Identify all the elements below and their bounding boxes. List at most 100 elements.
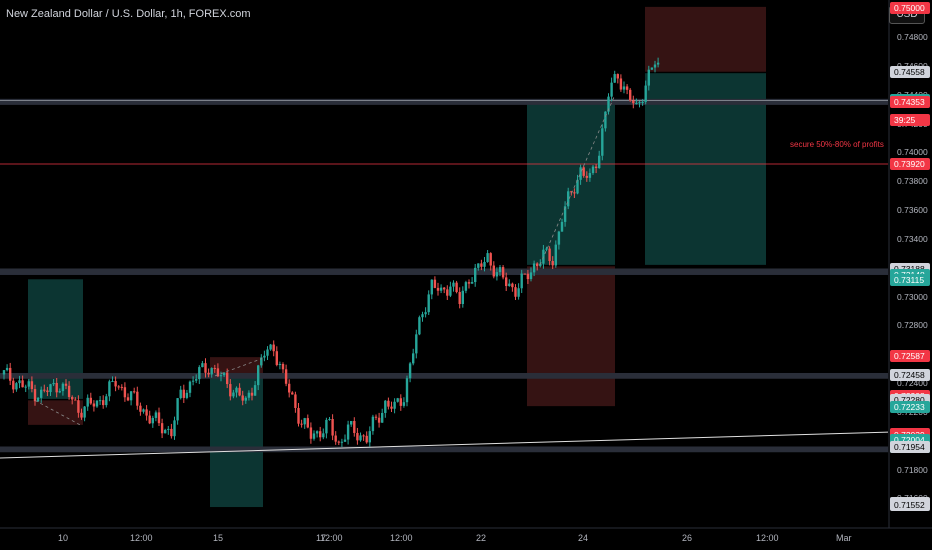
candle-body [151, 417, 154, 424]
trendline [0, 431, 889, 459]
stop-zone [28, 400, 83, 425]
y-tick-label: 0.74600 [897, 61, 928, 71]
candle-body [647, 69, 650, 86]
candle-body [340, 441, 344, 443]
candle-body [207, 372, 210, 375]
candle-body [266, 349, 269, 356]
candle-body [455, 282, 458, 293]
chart-annotation: secure 50%-80% of profits [790, 140, 884, 149]
target-zone [645, 73, 766, 265]
candle-body [244, 397, 247, 401]
x-tick-label: 15 [213, 533, 224, 543]
candle-body [585, 175, 588, 178]
candle-body [49, 384, 52, 393]
stop-zone [527, 266, 615, 407]
candle-body [371, 416, 375, 432]
price-label: 0.72587 [890, 350, 930, 363]
candle-body [567, 191, 570, 207]
price-label: 39:25 [890, 114, 930, 127]
candle-body [576, 179, 579, 194]
candle-body [343, 439, 347, 442]
candle-body [508, 283, 511, 286]
candle-body [312, 433, 316, 439]
candle-body [439, 287, 443, 291]
candle-body [638, 102, 641, 104]
y-tick-label: 0.74000 [897, 147, 928, 158]
candle-body [123, 387, 127, 398]
candle-body [235, 387, 238, 393]
candle-body [284, 369, 288, 384]
sr-zone [0, 372, 888, 379]
projection-line [539, 94, 616, 266]
x-tick-label: 12:00 [130, 533, 153, 543]
y-tick-label: 0.73800 [897, 176, 928, 187]
candle-body [98, 400, 102, 402]
x-tick-label: 17 [316, 533, 327, 543]
candle-body [278, 364, 282, 366]
candle-body [188, 381, 192, 393]
candle-body [201, 363, 204, 368]
candle-body [365, 435, 368, 443]
y-tick-label: 0.74800 [897, 32, 928, 43]
candle-body [247, 392, 251, 398]
candle-body [644, 85, 647, 102]
candle-body [545, 248, 548, 250]
candle-body [526, 273, 530, 280]
candle-body [601, 128, 604, 156]
candle-body [653, 64, 657, 68]
candle-body [67, 385, 71, 397]
candle-body [315, 431, 319, 434]
candle-body [291, 392, 294, 395]
price-label: 0.73115 [890, 274, 930, 287]
candle-body [656, 62, 660, 65]
candle-body [300, 423, 303, 425]
candle-body [523, 273, 526, 275]
sr-zone [0, 446, 888, 453]
candle-body [18, 380, 21, 384]
candle-body [334, 435, 337, 442]
candle-body [5, 367, 9, 371]
candle-body [136, 391, 139, 406]
candle-body [306, 418, 309, 428]
candle-body [495, 272, 499, 277]
candle-body [117, 386, 120, 388]
candle-body [362, 435, 365, 437]
candle-body [24, 386, 27, 388]
candle-body [446, 289, 449, 296]
candle-body [226, 372, 229, 385]
candle-body [145, 409, 148, 416]
candle-body [421, 314, 424, 318]
candle-body [396, 398, 399, 402]
candle-body [288, 383, 291, 393]
candle-body [182, 389, 185, 398]
candle-body [489, 253, 492, 266]
candle-body [219, 375, 223, 377]
y-tick-label: 0.73600 [897, 205, 928, 216]
candle-body [204, 363, 207, 373]
candle-body [164, 429, 167, 434]
candle-body [536, 263, 539, 267]
candle-body [2, 370, 6, 375]
x-tick-label: 22 [476, 533, 487, 543]
candle-body [275, 351, 278, 365]
price-label: 0.72233 [890, 401, 930, 414]
candle-body [492, 265, 495, 277]
candle-body [591, 166, 595, 174]
candle-body [105, 396, 108, 406]
candle-body [452, 282, 455, 287]
candle-body [74, 399, 77, 401]
sr-zone [0, 268, 888, 275]
projection-line [214, 358, 263, 377]
candle-body [322, 433, 325, 438]
price-label: 0.74353 [890, 95, 930, 108]
candle-body [52, 382, 55, 385]
candle-body [582, 167, 585, 176]
candle-body [232, 392, 235, 397]
candle-body [297, 407, 300, 424]
x-tick-label: Mar [836, 533, 852, 543]
candle-body [477, 263, 480, 268]
candle-body [185, 392, 189, 398]
candle-body [309, 427, 313, 439]
x-tick-label: 12:00 [320, 533, 343, 543]
